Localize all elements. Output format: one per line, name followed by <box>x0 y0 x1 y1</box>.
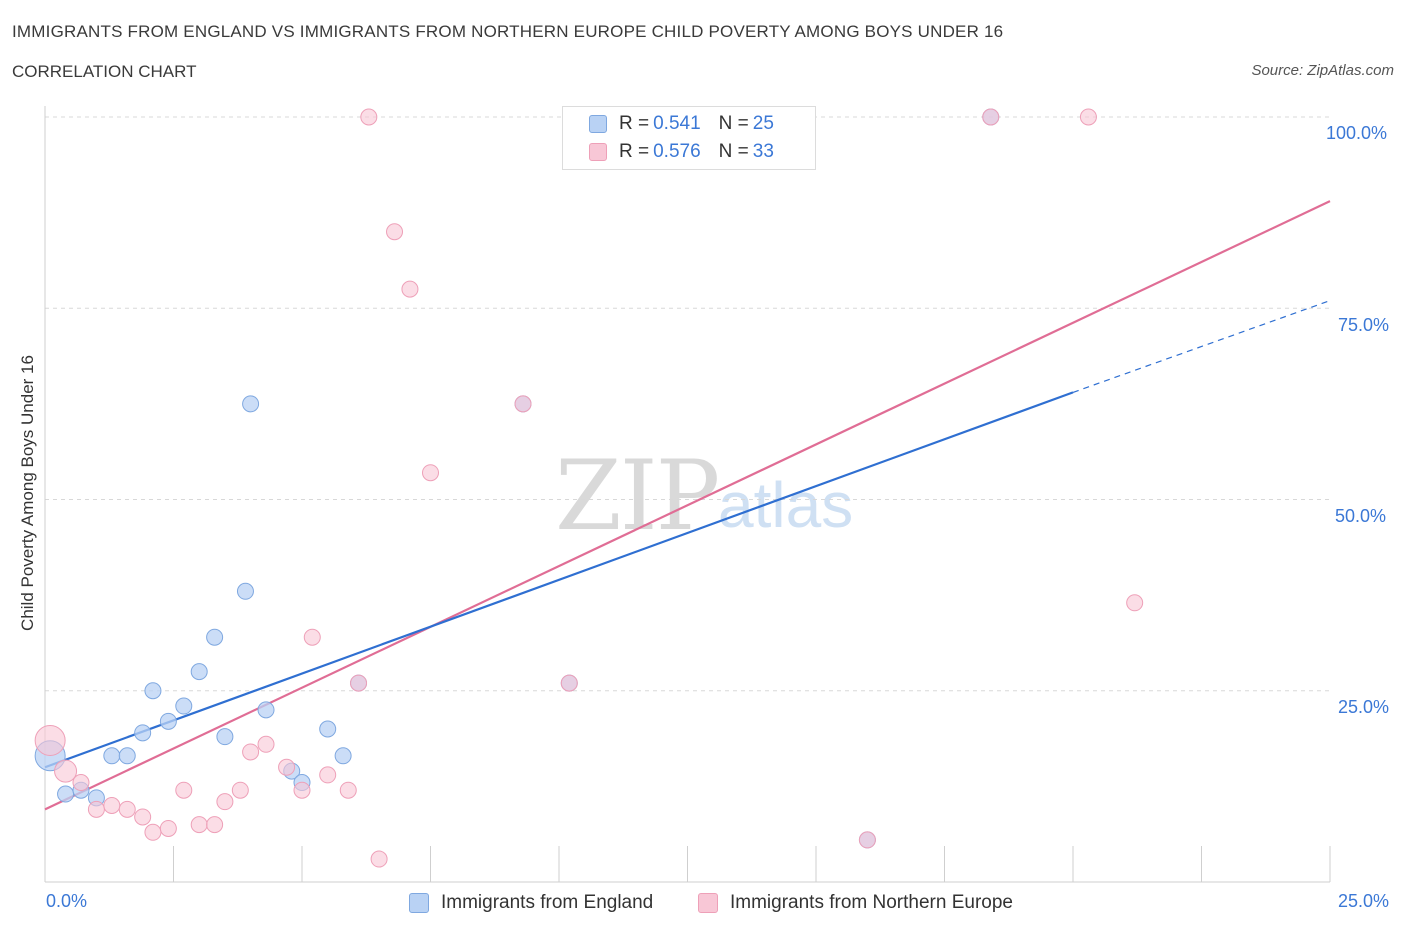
point-northern-europe <box>350 674 368 692</box>
england-swatch <box>589 115 607 133</box>
point-northern-europe <box>87 800 105 818</box>
point-northern-europe <box>144 823 162 841</box>
axes <box>44 106 1331 883</box>
point-northern-europe <box>339 781 357 799</box>
correlation-legend: R = 0.541 N = 25 R = 0.576 N = 33 <box>562 106 816 170</box>
point-northern-europe <box>206 816 224 834</box>
point-england <box>334 747 352 765</box>
point-northern-europe <box>1126 594 1144 612</box>
point-northern-europe <box>34 724 66 756</box>
n-value-northern-europe: 33 <box>752 141 774 162</box>
r-value-northern-europe: 0.576 <box>653 141 701 162</box>
point-england <box>103 747 121 765</box>
x-tick-label-min: 0.0% <box>46 891 88 911</box>
trend-lines <box>44 200 1331 811</box>
data-points <box>34 108 1144 868</box>
point-northern-europe <box>54 759 78 783</box>
r-label: R = <box>619 113 650 134</box>
point-england <box>257 701 275 719</box>
point-northern-europe <box>858 831 876 849</box>
point-england <box>242 395 260 413</box>
point-northern-europe <box>982 108 1000 126</box>
point-northern-europe <box>159 819 177 837</box>
point-northern-europe <box>175 781 193 799</box>
point-northern-europe <box>386 223 404 241</box>
point-northern-europe <box>422 464 439 482</box>
n-value-england: 25 <box>752 113 774 134</box>
point-northern-europe <box>257 735 275 753</box>
point-england <box>134 724 152 742</box>
point-england <box>216 728 234 746</box>
northern-europe-legend-swatch <box>698 893 718 913</box>
point-england <box>190 663 208 681</box>
legend-row-northern-europe: R = 0.576 N = 33 <box>589 139 774 165</box>
point-england <box>159 712 177 730</box>
trend-line-england-extension <box>1072 300 1331 393</box>
point-england <box>175 697 193 715</box>
watermark-zip: ZIP <box>555 440 720 552</box>
point-northern-europe <box>103 797 121 814</box>
y-axis-label: Child Poverty Among Boys Under 16 <box>18 355 37 631</box>
point-england <box>144 682 162 700</box>
legend-label-england: Immigrants from England <box>441 892 654 913</box>
n-label: N = <box>718 113 749 134</box>
point-northern-europe <box>242 743 260 761</box>
trend-line-england <box>44 391 1074 769</box>
northern-europe-swatch <box>589 143 607 161</box>
x-tick-label-max: 25.0% <box>1338 891 1390 911</box>
point-northern-europe <box>231 781 249 799</box>
point-northern-europe <box>278 758 296 776</box>
legend-label-northern-europe: Immigrants from Northern Europe <box>730 892 1013 913</box>
point-northern-europe <box>514 395 532 413</box>
y-tick-label-75: 75.0% <box>1338 315 1390 335</box>
y-tick-label-50: 50.0% <box>1335 506 1387 526</box>
point-northern-europe <box>319 766 337 784</box>
legend-row-england: R = 0.541 N = 25 <box>589 111 774 137</box>
n-label: N = <box>718 141 749 162</box>
r-label: R = <box>619 141 650 162</box>
point-england <box>319 720 337 738</box>
point-northern-europe <box>293 781 311 799</box>
point-northern-europe <box>370 850 388 868</box>
legend-item-northern-europe[interactable]: Immigrants from Northern Europe <box>698 889 1013 917</box>
point-northern-europe <box>72 774 90 792</box>
y-tick-label-100: 100.0% <box>1326 123 1388 143</box>
chart-title: IMMIGRANTS FROM ENGLAND VS IMMIGRANTS FR… <box>12 22 1004 41</box>
point-northern-europe <box>1079 108 1097 126</box>
point-northern-europe <box>560 674 578 692</box>
point-northern-europe <box>303 628 321 646</box>
point-northern-europe <box>190 816 208 834</box>
y-tick-label-25: 25.0% <box>1338 697 1390 717</box>
r-value-england: 0.541 <box>653 113 701 134</box>
source-label: Source: ZipAtlas.com <box>1251 62 1394 79</box>
trend-line-northern-europe <box>44 200 1331 811</box>
point-northern-europe <box>134 808 152 826</box>
point-england <box>118 747 136 765</box>
point-northern-europe <box>360 108 378 126</box>
series-legend: Immigrants from England Immigrants from … <box>0 889 1406 917</box>
england-legend-swatch <box>409 893 429 913</box>
point-england <box>236 582 254 600</box>
point-northern-europe <box>216 793 234 811</box>
point-northern-europe <box>118 800 136 818</box>
point-england <box>57 785 75 803</box>
legend-item-england[interactable]: Immigrants from England <box>409 889 653 917</box>
chart-subtitle: CORRELATION CHART <box>12 62 197 81</box>
point-northern-europe <box>401 280 419 298</box>
point-england <box>206 628 224 646</box>
